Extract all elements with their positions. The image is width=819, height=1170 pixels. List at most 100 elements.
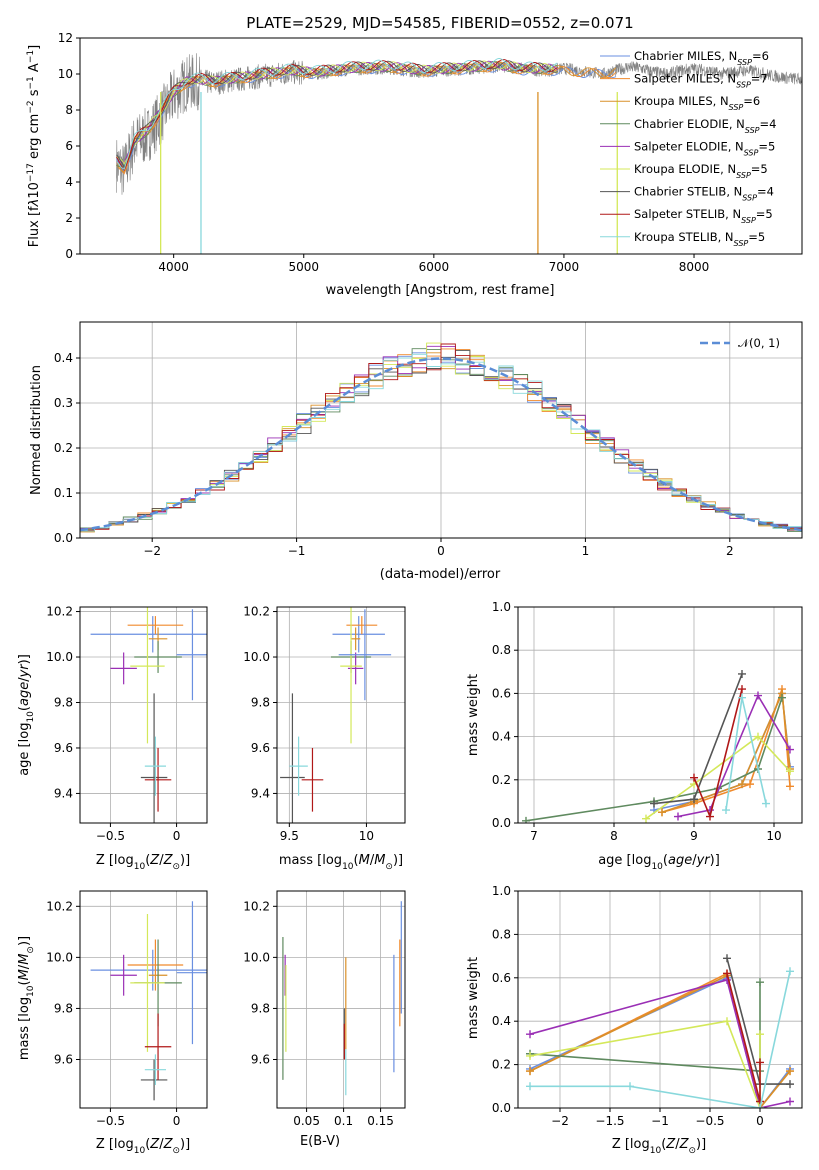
y-tick-label: 4 [65,175,73,189]
mass-weight-marker [658,808,666,817]
mass-weight-marker [626,1082,634,1091]
legend-label: Kroupa ELODIE, NSSP=5 [634,162,768,180]
mass-weight-marker [754,732,762,741]
legend-label: Chabrier MILES, NSSP=6 [634,49,769,67]
y-tick-label: 9.4 [54,786,73,800]
legend-subscript: SSP [745,125,760,134]
y-tick-label: 10 [58,67,73,81]
axes-frame [79,606,208,824]
x-tick-label: −0.5 [695,1114,724,1128]
model-spectrum-line [116,57,558,170]
mass-weight-marker [642,814,650,823]
legend-nssp: =5 [751,162,768,176]
mass-weight-marker [754,691,762,700]
y-tick-label: 9.8 [251,1001,270,1015]
x-tick-label: 9 [690,829,698,843]
model-spectrum-line [116,63,617,173]
residual-histogram-step [80,343,802,531]
mass-weight-marker [756,978,764,987]
normal-distribution-curve [80,357,802,532]
plot-area [526,954,794,1108]
spectrum-xlabel: wavelength [Angstrom, rest frame] [326,283,555,298]
residuals-legend: 𝒩(0, 1) [700,336,780,350]
mass-weight-marker [786,745,794,754]
y-tick-label: 1.0 [492,884,511,898]
legend-subscript: SSP [734,238,749,247]
weight-vs-z-xlabel: Z [log10(Z/Z⊙)] [612,1137,706,1156]
mass-vs-metallicity-panel: −0.5 0 9.6 9.8 10.0 10.2 [46,890,208,1128]
y-tick-label: 0.0 [492,816,511,830]
legend-model-name: Chabrier STELIB, N [634,185,742,199]
y-tick-label: 0.4 [54,351,73,365]
y-tick-label: 12 [58,31,73,45]
y-tick-label: 0.2 [54,441,73,455]
y-tick-label: 0.2 [492,773,511,787]
legend-label: Salpeter STELIB, NSSP=5 [634,207,773,225]
x-tick-label: 7 [530,829,538,843]
mass-weight-marker [722,806,730,815]
spectrum-panel: 4000 5000 6000 7000 8000 0 2 4 6 8 10 12 [58,31,803,274]
mass-weight-marker [723,954,731,963]
legend-label: 𝒩(0, 1) [738,336,780,350]
mass-weight-marker [723,1017,731,1026]
legend-model-name: Salpeter MILES, N [634,72,736,86]
model-spectrum-line [116,60,558,169]
residuals-panel: −2 −1 0 1 2 0.0 0.1 0.2 0.3 0.4 [54,321,803,558]
x-tick-label: 0 [173,829,181,843]
x-tick-label: 0 [437,544,445,558]
plot-area [282,901,402,1096]
x-tick-label: 4000 [158,260,189,274]
weight-vs-metallicity-panel: −2 −1.5 −1 −0.5 0 0.0 0.2 0.4 0.6 0.8 1.0 [492,884,803,1128]
age-vs-mass-xlabel: mass [log10(M/M⊙)] [279,853,403,872]
mass-weight-marker [746,780,754,789]
x-tick-label: 8 [610,829,618,843]
axes-frame [276,606,406,824]
y-tick-label: 9.4 [251,786,270,800]
legend-nssp: =6 [743,94,760,108]
mass-vs-extinction-panel: 0.05 0.1 0.15 9.6 9.8 10.0 10.2 [243,890,406,1128]
mass-weight-marker [690,795,698,804]
mass-weight-marker [778,693,786,702]
y-tick-label: 0.2 [492,1058,511,1072]
x-tick-label: 10 [359,829,374,843]
legend-nssp: =4 [760,117,777,131]
y-tick-label: 10.2 [243,605,270,619]
mass-weight-marker [786,1067,794,1076]
axes-frame [276,890,406,1109]
figure-title: PLATE=2529, MJD=54585, FIBERID=0552, z=0… [246,14,633,32]
y-tick-label: 10.0 [46,650,73,664]
x-tick-label: −2 [143,544,161,558]
y-tick-label: 9.8 [54,695,73,709]
y-tick-label: 0.8 [492,643,511,657]
y-tick-label: 10.2 [46,605,73,619]
weight-vs-z-ylabel: mass weight [466,957,481,1039]
mass-weight-marker [526,1030,534,1039]
weight-vs-age-panel: 7 8 9 10 0.0 0.2 0.4 0.6 0.8 1.0 [492,600,803,843]
x-tick-label: −0.5 [96,1114,125,1128]
mass-weight-marker [762,799,770,808]
legend-subscript: SSP [729,103,744,112]
legend-nssp: =7 [751,72,768,86]
axes-frame [79,890,208,1109]
y-tick-label: 10.0 [243,650,270,664]
y-tick-label: 0.4 [492,730,511,744]
x-tick-label: 5000 [288,260,319,274]
mass-weight-line [529,979,791,1108]
x-tick-label: 1 [582,544,590,558]
model-spectrum-line [116,59,558,172]
plot-area [280,607,392,823]
mass-weight-marker [738,780,746,789]
legend-nssp: =5 [748,230,765,244]
x-tick-label: 0 [173,1114,181,1128]
mass-weight-marker [690,773,698,782]
legend-label: Kroupa STELIB, NSSP=5 [634,230,765,248]
y-tick-label: 2 [65,211,73,225]
legend-model-name: Salpeter ELODIE, N [634,139,744,153]
legend-subscript: SSP [736,171,751,180]
mass-weight-marker [786,782,794,791]
plot-area [116,53,802,254]
residual-histogram-step [80,353,802,532]
mass-weight-marker [522,816,530,823]
plot-area [90,901,207,1101]
